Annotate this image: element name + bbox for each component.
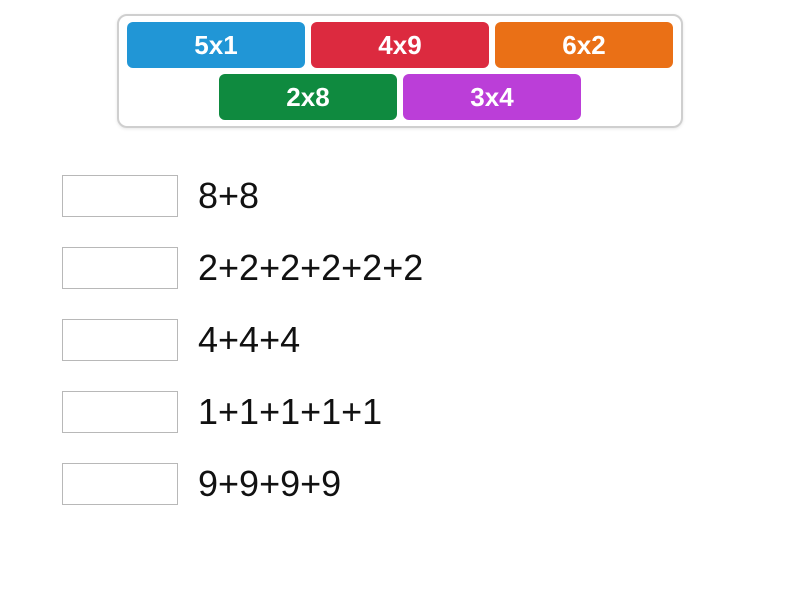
drop-slot-3[interactable]: [62, 319, 178, 361]
question-row: 2+2+2+2+2+2: [62, 232, 738, 304]
question-row: 8+8: [62, 160, 738, 232]
question-row: 4+4+4: [62, 304, 738, 376]
tile-4x9[interactable]: 4x9: [311, 22, 489, 68]
drop-slot-4[interactable]: [62, 391, 178, 433]
question-row: 1+1+1+1+1: [62, 376, 738, 448]
tile-tray: 5x1 4x9 6x2 2x8 3x4: [117, 14, 683, 128]
expression-text: 1+1+1+1+1: [198, 391, 382, 433]
expression-text: 8+8: [198, 175, 259, 217]
question-row: 9+9+9+9: [62, 448, 738, 520]
tile-3x4[interactable]: 3x4: [403, 74, 581, 120]
questions-list: 8+8 2+2+2+2+2+2 4+4+4 1+1+1+1+1 9+9+9+9: [62, 160, 738, 520]
drop-slot-2[interactable]: [62, 247, 178, 289]
tile-5x1[interactable]: 5x1: [127, 22, 305, 68]
tile-row-2: 2x8 3x4: [125, 74, 675, 120]
expression-text: 9+9+9+9: [198, 463, 341, 505]
tile-row-1: 5x1 4x9 6x2: [125, 22, 675, 68]
drop-slot-5[interactable]: [62, 463, 178, 505]
tile-2x8[interactable]: 2x8: [219, 74, 397, 120]
expression-text: 2+2+2+2+2+2: [198, 247, 423, 289]
tile-6x2[interactable]: 6x2: [495, 22, 673, 68]
expression-text: 4+4+4: [198, 319, 300, 361]
drop-slot-1[interactable]: [62, 175, 178, 217]
